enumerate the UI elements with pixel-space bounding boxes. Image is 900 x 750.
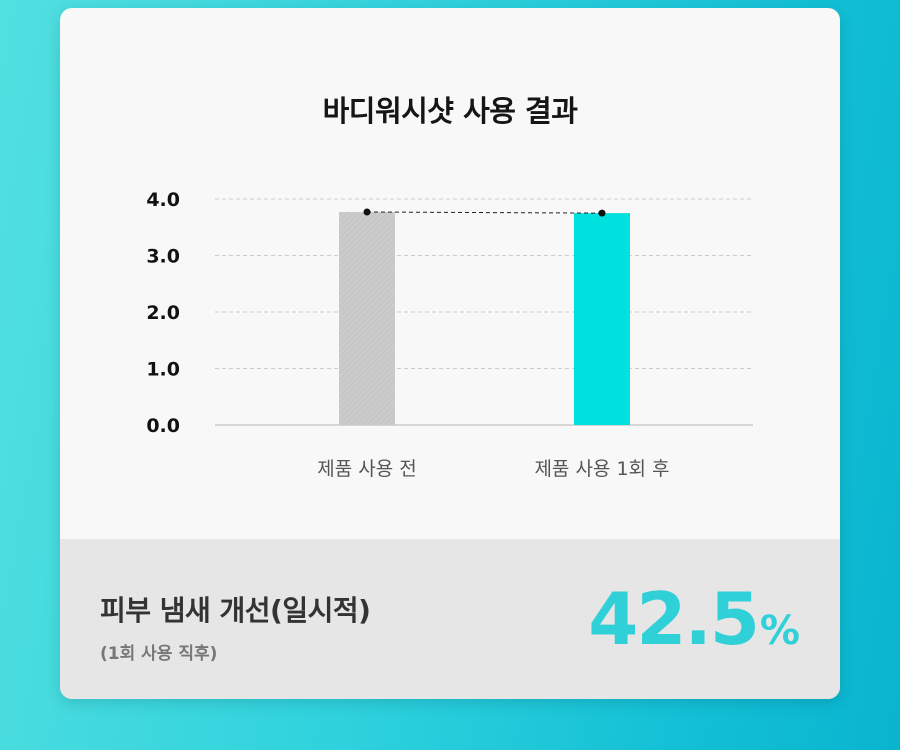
y-tick-label: 4.0 (146, 189, 180, 211)
result-number: 42.5 (588, 577, 760, 661)
bar-chart: 4.0 3.0 2.0 1.0 0.0 제품 사용 전 제품 사용 1회 후 (146, 189, 753, 480)
data-point-dot (363, 208, 371, 216)
result-panel: 피부 냄새 개선(일시적) (1회 사용 직후) 42.5% (60, 539, 840, 699)
chart-card: 바디워시샷 사용 결과 4.0 3.0 2.0 1.0 0.0 제품 사용 전 제품 사용 … (60, 8, 840, 699)
y-tick-label: 3.0 (146, 246, 180, 268)
chart-title: 바디워시샷 사용 결과 (322, 94, 578, 128)
result-subtitle: (1회 사용 직후) (100, 644, 218, 664)
category-label: 제품 사용 전 (317, 458, 416, 480)
connector-line (366, 211, 603, 214)
category-label: 제품 사용 1회 후 (534, 458, 669, 480)
y-tick-label: 2.0 (146, 302, 180, 324)
y-tick-label: 0.0 (146, 415, 180, 437)
result-value: 42.5% (588, 583, 800, 655)
result-unit: % (759, 608, 800, 654)
bar (574, 213, 630, 425)
data-point-dot (598, 209, 606, 217)
bar (339, 211, 395, 425)
result-title: 피부 냄새 개선(일시적) (100, 594, 371, 627)
y-tick-label: 1.0 (146, 359, 180, 381)
